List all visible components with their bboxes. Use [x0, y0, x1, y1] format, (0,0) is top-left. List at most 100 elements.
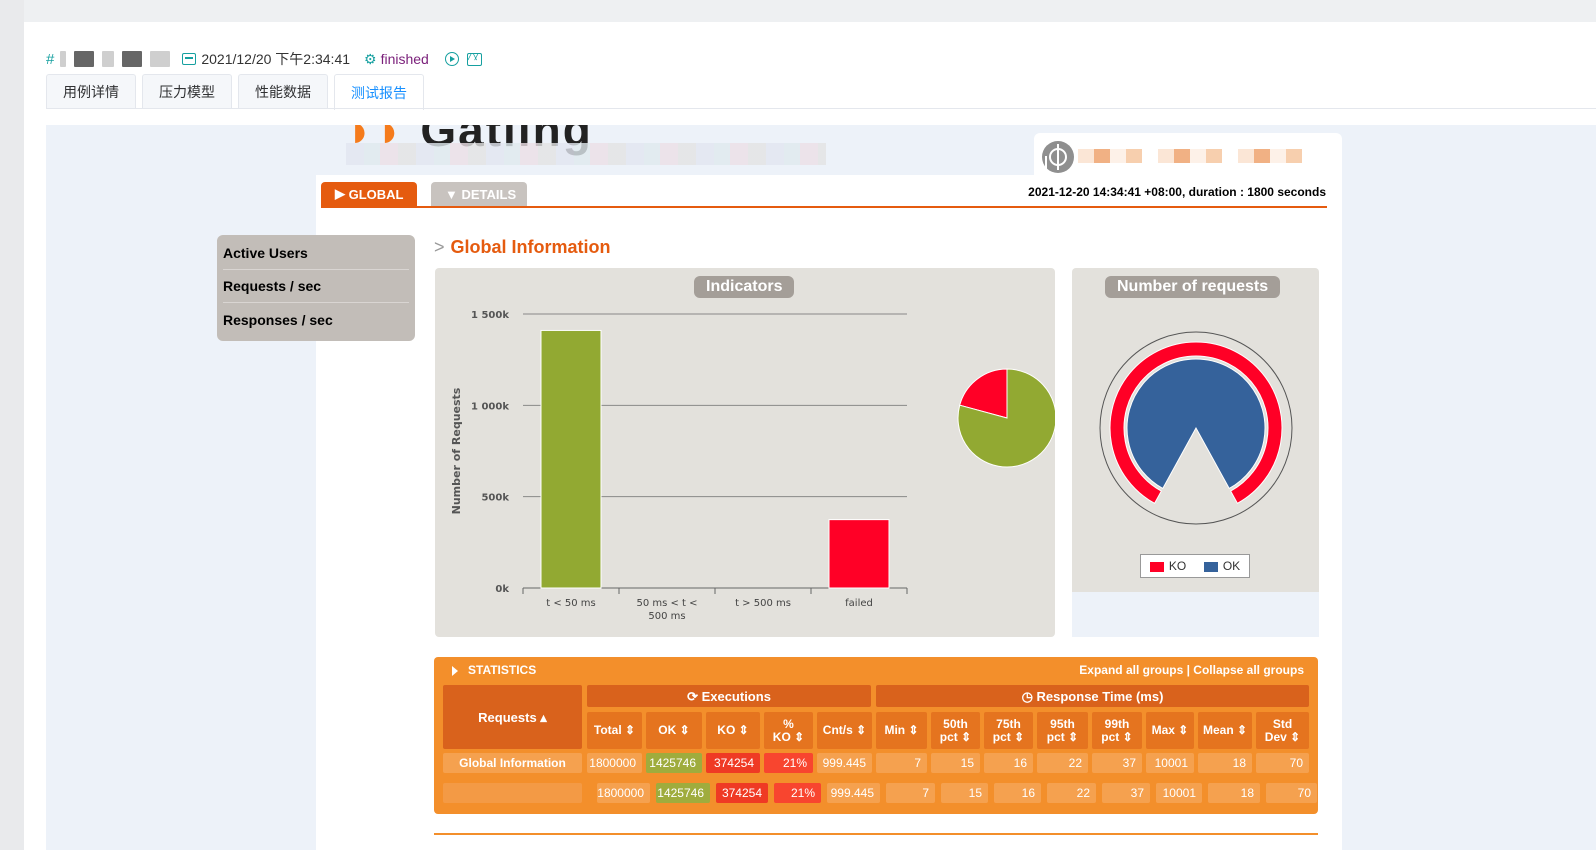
redacted-subtitle	[346, 143, 826, 165]
column-ko[interactable]: KO ⇕	[706, 712, 760, 749]
target-icon	[1042, 141, 1074, 173]
column-mean[interactable]: Mean ⇕	[1198, 712, 1252, 749]
redacted-block	[60, 51, 67, 67]
column-ok[interactable]: OK ⇕	[646, 712, 702, 749]
legend-ok-swatch	[1203, 561, 1218, 572]
y-axis-label: Number of Requests	[450, 387, 463, 514]
legend-ko[interactable]: KO	[1149, 559, 1187, 573]
pie-slice	[959, 368, 1008, 419]
group-executions[interactable]: ⟳ Executions	[587, 685, 871, 707]
calendar-icon	[182, 53, 197, 65]
case-datetime: 2021/12/20 下午2:34:41	[201, 51, 351, 67]
stat-cell: 1800000	[597, 783, 650, 803]
section-title: > Global Information	[434, 237, 611, 257]
group-response-time[interactable]: ◷ Response Time (ms)	[876, 685, 1309, 707]
stat-cell: 15	[941, 783, 988, 803]
stat-cell: 999.445	[817, 753, 872, 773]
indicators-box: Indicators 0k 500k 1 000k 1 500k Number of R…	[435, 268, 1055, 637]
case-header: # 2021/12/20 下午2:34:41 ⚙ finished	[46, 48, 482, 70]
requests-title: Number of requests	[1105, 276, 1281, 298]
stat-cell: 37	[1092, 753, 1142, 773]
redacted-block	[74, 51, 95, 67]
indicators-title: Indicators	[694, 276, 795, 298]
tab-bar: 用例详情 压力模型 性能数据 测试报告	[46, 74, 424, 110]
y-tick-label: 1 500k	[471, 310, 509, 321]
statistics-title: STATISTICS	[468, 663, 537, 677]
global-tab[interactable]: ▶ GLOBAL	[321, 182, 417, 206]
expand-collapse-groups[interactable]: Expand all groups | Collapse all groups	[1079, 663, 1304, 677]
column--ko[interactable]: % KO ⇕	[764, 712, 813, 749]
run-metadata: 2021-12-20 14:34:41 +08:00, duration : 1…	[1028, 185, 1326, 199]
details-tab[interactable]: ▼ DETAILS	[431, 182, 527, 206]
stat-cell: 1800000	[587, 753, 642, 773]
status-text: finished	[380, 51, 429, 67]
y-tick-label: 0k	[495, 584, 509, 595]
global-tab-label: GLOBAL	[348, 186, 404, 202]
requests-legend: KO OK	[1140, 554, 1250, 578]
next-section-rule	[434, 833, 1318, 835]
tab-performance-data[interactable]: 性能数据	[238, 74, 328, 108]
side-item-responses-sec[interactable]: Responses / sec	[223, 311, 333, 328]
stat-cell: 70	[1266, 783, 1317, 803]
stat-cell: 37	[1102, 783, 1150, 803]
y-tick-label: 1 000k	[471, 401, 509, 412]
stat-cell: 18	[1208, 783, 1260, 803]
pie-slice	[957, 368, 1055, 468]
column-min[interactable]: Min ⇕	[876, 712, 927, 749]
requests-box-bottom	[1072, 592, 1319, 637]
window-top-strip	[0, 0, 1596, 22]
column-requests[interactable]: Requests ▴	[443, 685, 582, 749]
stat-cell: 1425746	[656, 783, 710, 803]
requests-box: Number of requests KO OK	[1072, 268, 1319, 637]
play-icon[interactable]	[444, 52, 459, 66]
section-title-text: Global Information	[450, 237, 611, 257]
stat-cell: 15	[931, 753, 980, 773]
bar	[540, 329, 602, 589]
column-50th-pct[interactable]: 50th pct ⇕	[931, 712, 980, 749]
y-tick-label: 500k	[481, 493, 509, 504]
x-tick-label: 50 ms < t <	[636, 598, 697, 609]
redacted-logo-text	[1078, 149, 1318, 163]
legend-ok[interactable]: OK	[1203, 559, 1241, 573]
stat-cell: 21%	[764, 753, 813, 773]
redacted-block	[122, 51, 143, 67]
stat-cell: 22	[1037, 753, 1088, 773]
redacted-block	[150, 51, 171, 67]
legend-ok-label: OK	[1222, 559, 1241, 573]
statistics-header[interactable]: STATISTICS	[452, 663, 536, 677]
chart-icon[interactable]	[466, 52, 482, 66]
statistics-table: STATISTICS Expand all groups | Collapse …	[434, 657, 1318, 814]
column-99th-pct[interactable]: 99th pct ⇕	[1092, 712, 1142, 749]
stat-cell: 10001	[1156, 783, 1202, 803]
stat-cell: 70	[1256, 753, 1309, 773]
stat-cell: 22	[1047, 783, 1096, 803]
indicators-chart: 0k 500k 1 000k 1 500k Number of Requests t < …	[450, 310, 1055, 622]
tab-case-details[interactable]: 用例详情	[46, 74, 136, 108]
stat-cell: 1425746	[646, 753, 702, 773]
row-name: Global Information	[443, 753, 582, 773]
legend-ko-label: KO	[1168, 559, 1187, 573]
tab-pressure-model[interactable]: 压力模型	[142, 74, 232, 108]
side-menu: Active Users Requests / sec Responses / …	[217, 235, 415, 341]
column-max[interactable]: Max ⇕	[1146, 712, 1194, 749]
column-total[interactable]: Total ⇕	[587, 712, 642, 749]
ko-ring-slice	[1109, 341, 1283, 505]
stat-cell: 16	[994, 783, 1041, 803]
stat-cell: 7	[876, 753, 927, 773]
reference-logo-card	[1034, 133, 1342, 177]
window-left-strip	[0, 0, 24, 850]
tab-test-report[interactable]: 测试报告	[334, 74, 424, 110]
column-cnt-s[interactable]: Cnt/s ⇕	[817, 712, 872, 749]
gatling-report: ◗◗ Gatling ▶ GLOBAL ▼ DETAILS 2021-12-20…	[46, 125, 1596, 850]
legend-ko-swatch	[1149, 561, 1164, 572]
tab-divider	[46, 108, 1596, 109]
column-std-dev[interactable]: Std Dev ⇕	[1256, 712, 1309, 749]
column-95th-pct[interactable]: 95th pct ⇕	[1037, 712, 1088, 749]
column-75th-pct[interactable]: 75th pct ⇕	[984, 712, 1033, 749]
status-gear-icon: ⚙	[364, 50, 377, 67]
outer-ring	[1099, 331, 1293, 525]
details-tab-label: DETAILS	[461, 186, 517, 202]
side-item-active-users[interactable]: Active Users	[223, 237, 409, 270]
x-tick-label: t > 500 ms	[735, 598, 791, 609]
side-item-requests-sec[interactable]: Requests / sec	[223, 270, 409, 303]
